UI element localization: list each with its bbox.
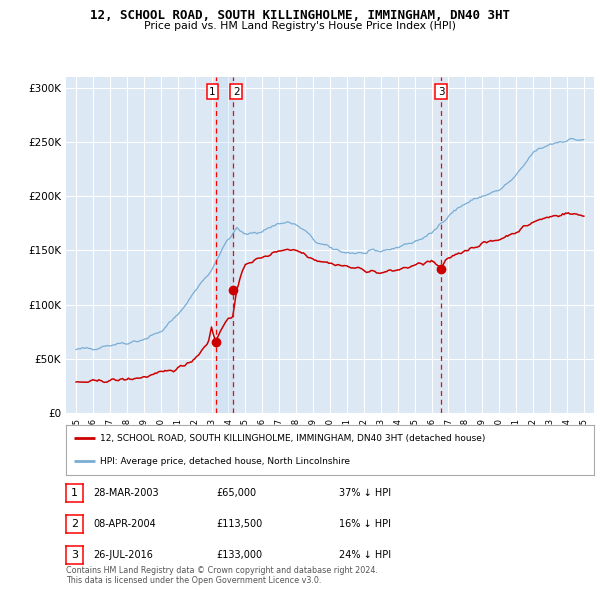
Text: 1: 1 xyxy=(71,488,78,497)
Bar xyxy=(215,77,233,413)
Text: £113,500: £113,500 xyxy=(216,519,262,529)
Text: 3: 3 xyxy=(71,550,78,560)
Text: Contains HM Land Registry data © Crown copyright and database right 2024.: Contains HM Land Registry data © Crown c… xyxy=(66,566,378,575)
Text: 12, SCHOOL ROAD, SOUTH KILLINGHOLME, IMMINGHAM, DN40 3HT: 12, SCHOOL ROAD, SOUTH KILLINGHOLME, IMM… xyxy=(90,9,510,22)
Text: 08-APR-2004: 08-APR-2004 xyxy=(93,519,156,529)
Text: 3: 3 xyxy=(438,87,445,97)
Text: 24% ↓ HPI: 24% ↓ HPI xyxy=(339,550,391,560)
Text: 26-JUL-2016: 26-JUL-2016 xyxy=(93,550,153,560)
Text: 28-MAR-2003: 28-MAR-2003 xyxy=(93,488,158,497)
Text: 12, SCHOOL ROAD, SOUTH KILLINGHOLME, IMMINGHAM, DN40 3HT (detached house): 12, SCHOOL ROAD, SOUTH KILLINGHOLME, IMM… xyxy=(100,434,485,443)
Text: 2: 2 xyxy=(71,519,78,529)
Text: 37% ↓ HPI: 37% ↓ HPI xyxy=(339,488,391,497)
Text: 2: 2 xyxy=(233,87,239,97)
Text: £65,000: £65,000 xyxy=(216,488,256,497)
Text: HPI: Average price, detached house, North Lincolnshire: HPI: Average price, detached house, Nort… xyxy=(100,457,350,466)
Text: 1: 1 xyxy=(209,87,216,97)
Text: 16% ↓ HPI: 16% ↓ HPI xyxy=(339,519,391,529)
Text: This data is licensed under the Open Government Licence v3.0.: This data is licensed under the Open Gov… xyxy=(66,576,322,585)
Text: £133,000: £133,000 xyxy=(216,550,262,560)
Text: Price paid vs. HM Land Registry's House Price Index (HPI): Price paid vs. HM Land Registry's House … xyxy=(144,21,456,31)
